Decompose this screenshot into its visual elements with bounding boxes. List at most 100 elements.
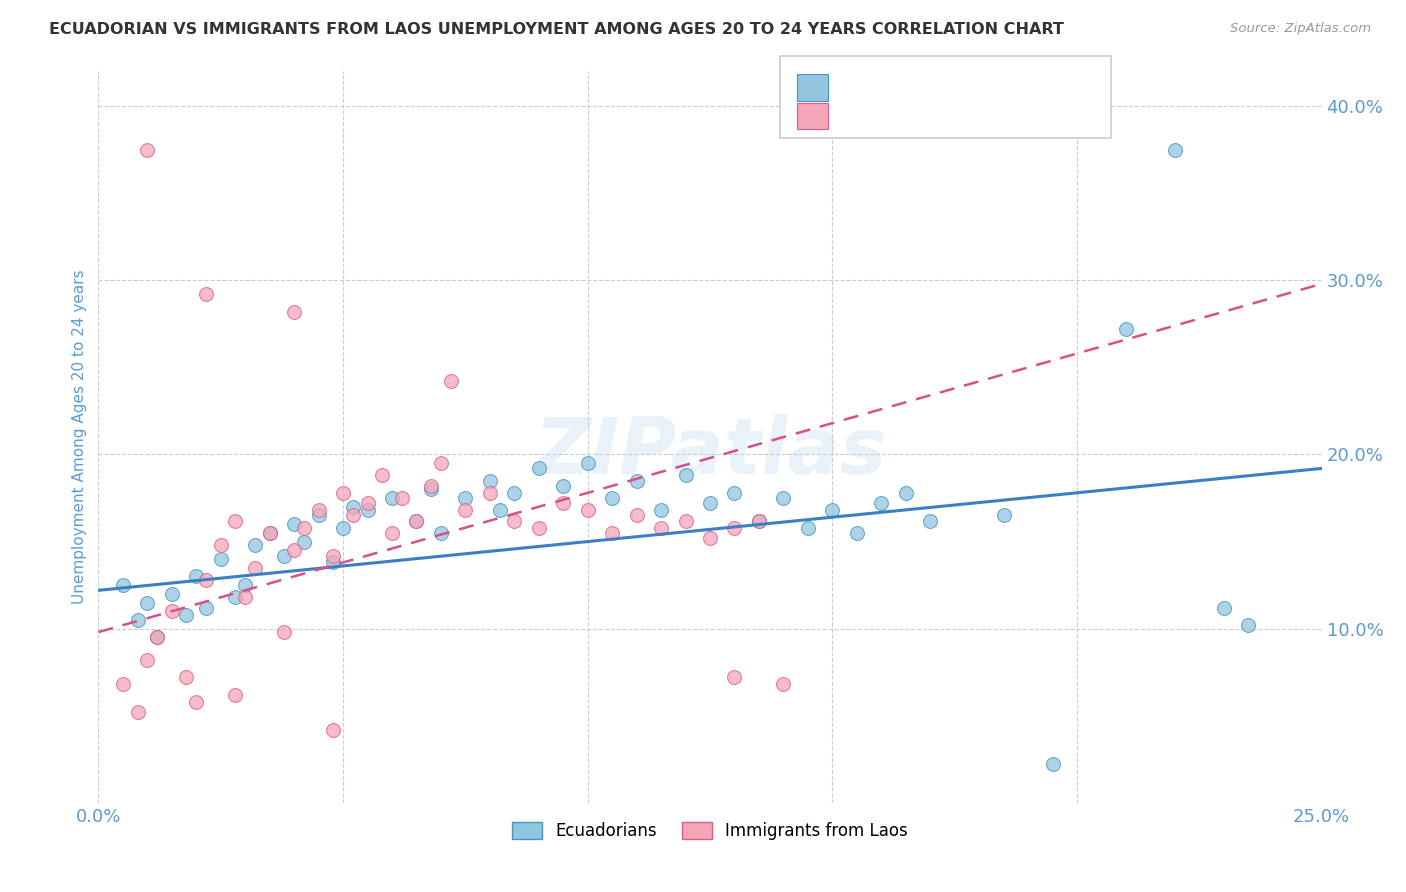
Point [176,607,198,622]
Point [845,525,868,540]
Point [600,525,623,540]
Point [503,485,526,500]
Point [308,508,330,523]
Point [870,496,893,510]
Point [675,514,697,528]
Point [454,503,477,517]
Point [1164,143,1187,157]
Point [454,491,477,505]
Point [748,514,770,528]
Point [650,521,672,535]
Point [322,556,344,570]
Point [527,461,550,475]
Point [723,485,745,500]
Point [626,508,648,523]
Point [243,538,266,552]
Point [136,143,159,157]
Point [675,468,697,483]
Point [576,503,599,517]
Point [1212,600,1234,615]
Point [356,496,378,510]
Point [111,578,134,592]
Point [308,503,330,517]
Point [503,514,526,528]
Point [224,514,246,528]
Point [195,287,218,301]
Point [136,653,159,667]
Point [381,525,404,540]
Point [821,503,844,517]
Point [478,485,501,500]
Point [391,491,413,505]
Point [772,677,794,691]
Point [259,525,281,540]
Point [381,491,404,505]
Point [127,613,149,627]
Point [136,595,159,609]
Point [650,503,672,517]
Point [243,560,266,574]
Point [797,521,820,535]
Point [322,723,344,737]
Point [127,705,149,719]
Point [430,456,453,470]
Point [600,491,623,505]
Point [993,508,1015,523]
Point [1042,757,1064,772]
Point [259,525,281,540]
Point [322,549,344,563]
Point [553,479,575,493]
Point [920,514,942,528]
Point [283,543,305,558]
Point [146,631,169,645]
Point [699,496,721,510]
Point [283,304,305,318]
Point [224,688,246,702]
Text: ZIPatlas: ZIPatlas [534,414,886,490]
Point [1237,618,1260,632]
Point [195,600,218,615]
Point [699,531,721,545]
Point [160,604,183,618]
Point [527,521,550,535]
Point [356,503,378,517]
Point [273,625,295,640]
Point [111,677,134,691]
Point [186,569,208,583]
Point [420,479,443,493]
Point [160,587,183,601]
Point [894,485,917,500]
Point [292,521,315,535]
Point [772,491,794,505]
Point [233,591,256,605]
Point [332,521,354,535]
Point [342,500,364,514]
Point [371,468,394,483]
Point [292,534,315,549]
Point [273,549,295,563]
Point [224,591,246,605]
Point [723,521,745,535]
Point [405,514,427,528]
Point [405,514,427,528]
Point [488,503,510,517]
Point [1115,322,1137,336]
Point [478,474,501,488]
Point [209,538,232,552]
Point [186,695,208,709]
Point [430,525,453,540]
Point [332,485,354,500]
Point [195,573,218,587]
Point [626,474,648,488]
Text: R = 0.333: R = 0.333 [842,107,932,125]
Y-axis label: Unemployment Among Ages 20 to 24 years: Unemployment Among Ages 20 to 24 years [72,269,87,605]
Point [576,456,599,470]
Point [233,578,256,592]
Text: Source: ZipAtlas.com: Source: ZipAtlas.com [1230,22,1371,36]
Text: N = 52: N = 52 [948,78,1011,96]
Text: ECUADORIAN VS IMMIGRANTS FROM LAOS UNEMPLOYMENT AMONG AGES 20 TO 24 YEARS CORREL: ECUADORIAN VS IMMIGRANTS FROM LAOS UNEMP… [49,22,1064,37]
Point [723,670,745,684]
Text: R = 0.295: R = 0.295 [842,78,932,96]
Point [209,552,232,566]
Point [420,483,443,497]
